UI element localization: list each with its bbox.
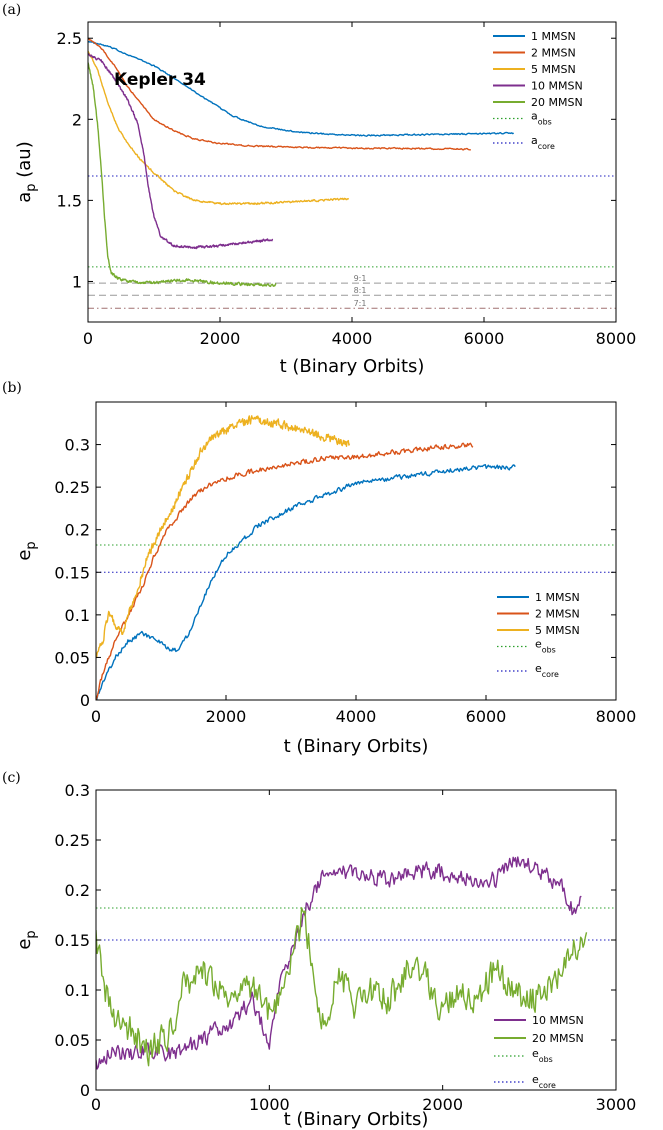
resonance-label: 7:1 <box>354 299 367 308</box>
y-tick-label: 2 <box>72 110 82 129</box>
y-tick-label: 0 <box>80 1081 90 1100</box>
x-tick-label: 0 <box>91 1095 101 1114</box>
y-tick-label: 0 <box>80 691 90 710</box>
y-tick-label: 0.25 <box>54 831 90 850</box>
y-tick-label: 0.2 <box>65 521 90 540</box>
y-axis-label: ep <box>14 541 39 560</box>
y-axis-label: ep <box>14 930 39 949</box>
x-tick-label: 6000 <box>464 329 505 348</box>
x-tick-label: 1000 <box>249 1095 290 1114</box>
y-tick-label: 2.5 <box>57 29 82 48</box>
series-line-1-mmsn <box>96 464 516 700</box>
legend-label: eobs <box>535 638 556 655</box>
chart-annotation: Kepler 34 <box>114 70 206 90</box>
x-tick-label: 3000 <box>596 1095 637 1114</box>
x-axis-label: t (Binary Orbits) <box>284 1109 429 1130</box>
legend: 10 MMSN 20 MMSN eobs ecore <box>494 1014 584 1090</box>
resonance-label: 8:1 <box>354 286 367 295</box>
series-line-10-mmsn <box>96 856 582 1070</box>
legend-label: 2 MMSN <box>531 47 576 60</box>
y-tick-label: 0.1 <box>65 606 90 625</box>
chart-panel-2: (b) 0 2000 4000 6000 8000 0 0.05 0.1 0.15 0.2 0.25 0… <box>2 380 636 757</box>
y-tick-label: 0.05 <box>54 648 90 667</box>
x-tick-label: 0 <box>91 707 101 726</box>
legend-label: 5 MMSN <box>531 63 576 76</box>
legend-label: 5 MMSN <box>535 624 580 637</box>
chart-panel-3: (c) 0 1000 2000 3000 0 0.05 0.1 0.15 0.2 0.25 0.3 t … <box>2 770 636 1130</box>
chart-panel-1: (a) 9:1 8:1 7:1 0 2000 4000 6000 8000 1 1.5 2 2.5 t (… <box>2 2 636 377</box>
series-line-5-mmsn <box>88 50 350 206</box>
panel-label: (c) <box>2 770 21 786</box>
x-axis-label: t (Binary Orbits) <box>280 356 425 377</box>
legend-label: 20 MMSN <box>531 96 583 109</box>
legend-label: ecore <box>535 662 559 679</box>
x-tick-label: 4000 <box>332 329 373 348</box>
x-tick-label: 2000 <box>200 329 241 348</box>
legend-label: eobs <box>532 1047 553 1064</box>
y-tick-label: 0.3 <box>65 436 90 455</box>
x-tick-label: 8000 <box>596 707 637 726</box>
y-axis-label-group: ep <box>14 541 39 560</box>
panel-label: (b) <box>2 380 22 396</box>
x-tick-label: 8000 <box>596 329 637 348</box>
panel-label: (a) <box>2 2 21 18</box>
y-tick-label: 0.15 <box>54 563 90 582</box>
series-line-5-mmsn <box>96 415 351 659</box>
legend-label: aobs <box>531 110 552 127</box>
series-line-10-mmsn <box>88 53 274 250</box>
series-line-2-mmsn <box>96 442 474 700</box>
y-tick-label: 0.2 <box>65 881 90 900</box>
plot-area <box>96 856 616 1070</box>
y-tick-label: 1 <box>72 272 82 291</box>
y-tick-label: 0.3 <box>65 781 90 800</box>
series-line-20-mmsn <box>88 62 277 288</box>
y-tick-label: 0.1 <box>65 981 90 1000</box>
x-tick-label: 4000 <box>336 707 377 726</box>
series-line-2-mmsn <box>88 37 471 151</box>
legend-label: 2 MMSN <box>535 608 580 621</box>
x-axis-label: t (Binary Orbits) <box>284 736 429 757</box>
legend-label: 1 MMSN <box>531 30 576 43</box>
plot-area <box>88 37 616 309</box>
x-tick-label: 6000 <box>466 707 507 726</box>
series-line-20-mmsn <box>96 907 588 1067</box>
x-tick-label: 2000 <box>422 1095 463 1114</box>
y-axis-label: ap (au) <box>14 141 39 202</box>
y-tick-label: 0.05 <box>54 1031 90 1050</box>
x-tick-label: 2000 <box>206 707 247 726</box>
y-tick-label: 0.15 <box>54 931 90 950</box>
legend-label: 10 MMSN <box>532 1014 584 1027</box>
series-line-1-mmsn <box>88 40 515 137</box>
legend-label: acore <box>531 134 555 151</box>
resonance-label: 9:1 <box>354 274 367 283</box>
y-tick-label: 0.25 <box>54 478 90 497</box>
axes-frame <box>95 401 617 701</box>
x-tick-label: 0 <box>83 329 93 348</box>
y-axis-label-group: ap (au) <box>14 141 39 202</box>
plot-area <box>96 415 616 700</box>
y-tick-label: 1.5 <box>57 191 82 210</box>
y-axis-label-group: ep <box>14 930 39 949</box>
legend-label: 1 MMSN <box>535 591 580 604</box>
legend-label: ecore <box>532 1073 556 1090</box>
legend-label: 20 MMSN <box>532 1032 584 1045</box>
legend-label: 10 MMSN <box>531 80 583 93</box>
